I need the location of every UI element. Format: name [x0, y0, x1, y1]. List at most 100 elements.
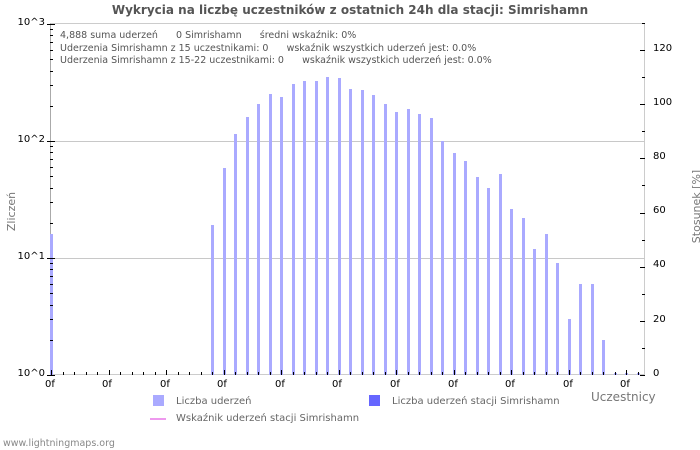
- x-tick: [350, 372, 351, 375]
- x-tick: [545, 372, 547, 375]
- x-tick: [430, 372, 432, 375]
- y-tick: [50, 269, 53, 271]
- y-tick: [50, 70, 53, 72]
- y-right-tick: [640, 266, 645, 268]
- y-tick-label: 10^1: [17, 251, 45, 262]
- x-tick: [292, 372, 294, 375]
- y-right-tick: [640, 212, 645, 214]
- bar: [579, 283, 582, 375]
- x-tick: [315, 372, 317, 375]
- y-tick: [50, 49, 53, 51]
- bar: [418, 114, 421, 375]
- y-right-tick-label: 100: [653, 97, 673, 108]
- y-axis-title-left: Zliczeń: [5, 191, 19, 232]
- bar: [406, 108, 410, 375]
- x-tick: [97, 372, 98, 375]
- bar: [383, 104, 387, 375]
- x-tick: [108, 370, 110, 375]
- x-axis-title: Uczestnicy: [591, 390, 656, 404]
- bar: [475, 177, 479, 375]
- x-tick: [281, 370, 282, 375]
- bar: [498, 174, 502, 375]
- y-right-tick: [642, 131, 645, 133]
- bar: [521, 217, 525, 375]
- x-tick-label: 0f: [390, 379, 400, 390]
- y-right-tick: [642, 23, 645, 24]
- y-axis-title-right: Stosunek [%]: [690, 169, 700, 244]
- y-tick: [50, 85, 53, 87]
- bar: [268, 94, 272, 375]
- bar: [487, 187, 490, 375]
- y-right-tick: [640, 50, 645, 52]
- footer-source: www.lightningmaps.org: [3, 438, 115, 449]
- bar: [533, 248, 536, 375]
- x-tick: [522, 372, 524, 375]
- x-tick: [373, 372, 374, 375]
- y-tick-label: 10^2: [17, 134, 45, 145]
- x-tick: [269, 372, 271, 375]
- bar: [222, 167, 226, 375]
- y-tick-label: 10^3: [17, 17, 45, 28]
- bar: [452, 152, 456, 375]
- chart-title: Wykrycia na liczbę uczestników z ostatni…: [111, 3, 589, 17]
- y-tick: [50, 152, 53, 154]
- x-tick: [453, 370, 455, 375]
- y-tick: [50, 105, 53, 107]
- x-tick: [442, 372, 443, 375]
- info-line-2: Uderzenia Simrishamn z 15 uczestnikami: …: [60, 43, 477, 54]
- y-right-tick: [642, 293, 645, 295]
- bar: [211, 225, 214, 375]
- y-tick: [50, 304, 53, 306]
- y-right-tick: [642, 185, 645, 187]
- bar: [245, 117, 249, 375]
- bar: [291, 84, 295, 375]
- legend-label-station-ratio: Wskaźnik uderzeń stacji Simrishamn: [176, 413, 360, 424]
- y-right-tick-label: 40: [653, 259, 666, 270]
- y-right-tick-label: 80: [653, 151, 666, 162]
- x-tick-label: 0f: [332, 379, 342, 390]
- y-tick: [50, 42, 53, 44]
- y-tick: [50, 276, 53, 278]
- x-tick: [131, 372, 133, 375]
- gridline-100: [51, 141, 645, 142]
- x-tick: [246, 372, 248, 375]
- x-tick-label: 0f: [505, 379, 515, 390]
- x-tick: [189, 372, 190, 375]
- y-tick: [50, 187, 53, 189]
- bar: [257, 104, 260, 375]
- bar: [326, 77, 329, 375]
- info-line-3: Uderzenia Simrishamn z 15-22 uczestnikam…: [60, 55, 492, 66]
- legend-label-station-strikes: Liczba uderzeń stacji Simrishamn: [392, 396, 560, 407]
- x-tick: [591, 372, 593, 375]
- x-tick: [143, 372, 144, 375]
- x-tick: [154, 372, 156, 375]
- x-tick-label: 0f: [620, 379, 630, 390]
- x-tick: [223, 370, 225, 375]
- x-tick: [304, 372, 305, 375]
- x-tick: [200, 372, 202, 375]
- x-tick: [511, 370, 512, 375]
- y-tick: [50, 263, 53, 265]
- x-tick: [407, 372, 409, 375]
- x-tick: [327, 372, 328, 375]
- legend-swatch-station-strikes: [369, 395, 380, 406]
- bar: [234, 133, 237, 375]
- x-tick: [384, 372, 386, 375]
- y-tick: [50, 283, 53, 285]
- legend-swatch-strikes: [153, 395, 164, 406]
- info-line-1: 4,888 suma uderzeń 0 Simrishamn średni w…: [60, 30, 357, 41]
- y-tick: [47, 141, 55, 142]
- x-tick: [120, 372, 121, 375]
- y-tick: [50, 59, 53, 61]
- x-tick: [361, 372, 363, 375]
- bar: [360, 90, 364, 375]
- bar: [464, 160, 467, 375]
- y-tick: [50, 222, 53, 224]
- bar: [280, 97, 283, 375]
- legend-label-strikes: Liczba uderzeń: [176, 396, 252, 407]
- x-tick: [568, 370, 570, 375]
- x-tick-label: 0f: [275, 379, 285, 390]
- x-tick: [166, 370, 167, 375]
- y-right-tick: [642, 77, 645, 79]
- x-tick: [258, 372, 259, 375]
